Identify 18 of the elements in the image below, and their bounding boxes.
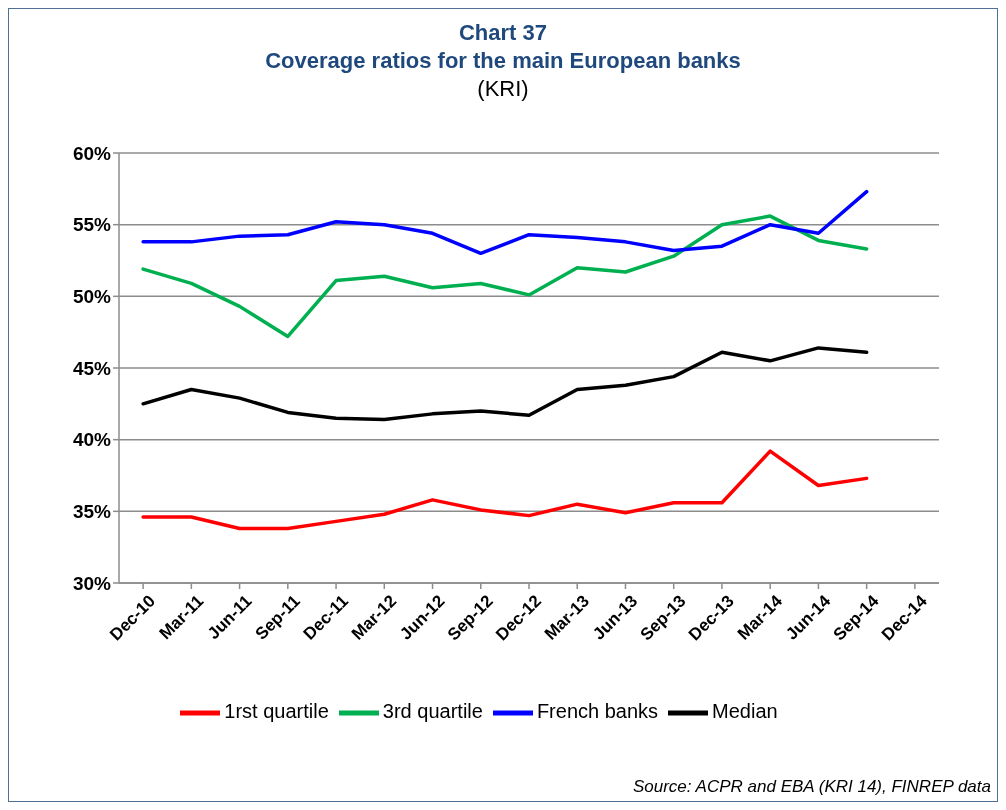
line-series: [141, 449, 869, 531]
line-series: [141, 214, 869, 339]
y-tick-label: 40%: [72, 429, 112, 451]
chart-subtitle: (KRI): [476, 75, 530, 103]
chart-title: Chart 37 Coverage ratios for the main European banks: [264, 19, 742, 75]
legend-label: 3rd quartile: [382, 700, 483, 723]
y-tick-label: 50%: [72, 286, 112, 308]
legend-label: French banks: [536, 700, 659, 723]
y-tick-label: 35%: [72, 501, 112, 523]
legend-label: Median: [712, 700, 778, 723]
source-note: Source: ACPR and EBA (KRI 14), FINREP data: [632, 777, 991, 797]
line-series: [141, 189, 869, 256]
legend-label: 1rst quartile: [224, 700, 329, 723]
y-tick-label: 60%: [72, 142, 112, 164]
y-tick-label: 55%: [72, 214, 112, 236]
y-tick-label: 30%: [72, 572, 112, 594]
y-tick-label: 45%: [72, 357, 112, 379]
line-series: [141, 346, 869, 422]
